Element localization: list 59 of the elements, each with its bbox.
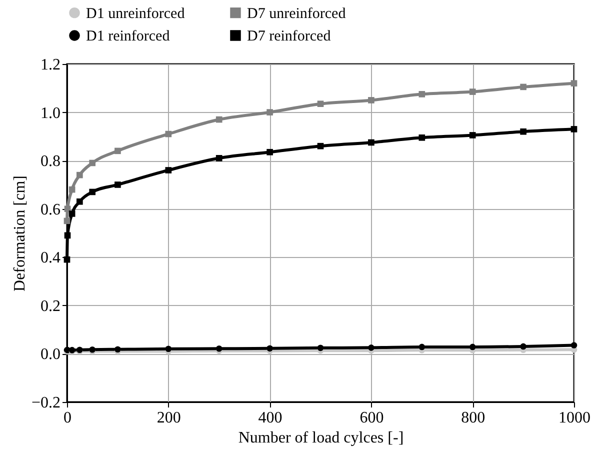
point [216,116,222,123]
point [317,142,324,150]
y-tick-label: 1.2 [40,56,60,74]
y-tick-label: 0.0 [40,346,60,364]
point [114,148,121,154]
point [76,172,83,178]
point [266,109,273,116]
point [64,256,70,263]
point [469,88,476,95]
legend-label: D1 reinforced [86,28,170,44]
point [570,80,578,86]
y-tick-label: 0.4 [40,250,60,267]
point [68,210,76,217]
point [165,167,172,174]
point [520,128,526,135]
x-tick-label: 0 [64,410,72,426]
y-axis-title: Deformation [cm] [11,176,28,292]
legend-label: D7 unreinforced [247,6,346,22]
y-tick-label: 0.8 [40,153,60,170]
x-tick-label: 800 [461,410,486,426]
legend-label: D1 unreinforced [86,6,186,22]
point [418,134,426,141]
point [89,160,96,166]
x-tick-label: 400 [258,410,282,426]
point [570,126,578,132]
point [368,97,374,104]
point [216,345,222,352]
point [570,342,578,348]
point [368,344,374,351]
point [317,344,324,352]
point [418,344,426,350]
point [165,130,172,138]
point [76,198,83,205]
y-tick-label: 0.2 [40,298,60,315]
point [418,91,426,98]
point [266,345,273,352]
point [216,154,222,162]
point [165,346,172,352]
point [520,343,526,350]
point [64,218,70,224]
x-tick-label: 1000 [558,410,590,426]
legend-label: D7 reinforced [247,28,332,44]
point [469,344,476,350]
point [469,132,476,138]
y-tick-label: 1.0 [40,104,60,122]
y-tick-label: −0.2 [31,394,60,412]
point [89,188,96,196]
x-tick-label: 200 [156,410,181,426]
x-tick-label: 600 [360,410,384,426]
point [114,182,121,188]
y-tick-label: 0.6 [40,201,60,218]
point [368,139,374,146]
x-axis-title: Number of load cylces [-] [238,430,404,446]
point [520,84,526,90]
point [64,206,71,212]
point [64,232,71,239]
point [68,186,76,193]
point [317,100,324,107]
point [266,148,273,156]
